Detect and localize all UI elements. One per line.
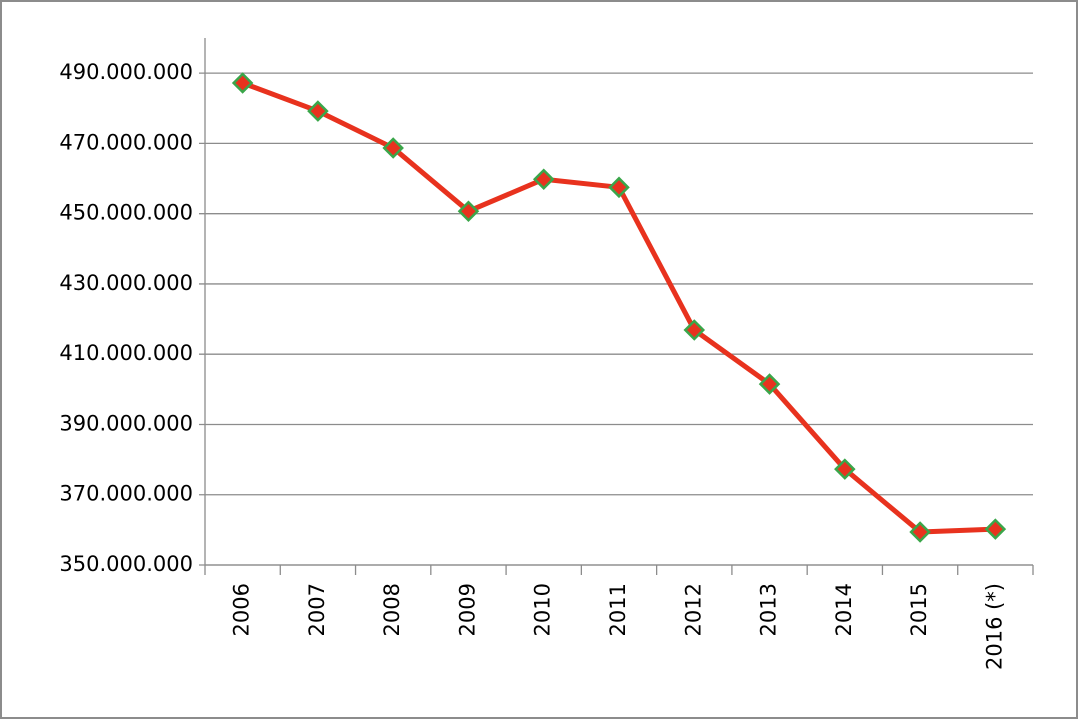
data-marker — [307, 100, 329, 122]
x-tick-label: 2007 — [305, 583, 329, 636]
y-tick-label: 350.000.000 — [59, 552, 193, 576]
x-tick-label: 2010 — [531, 583, 555, 636]
data-marker — [834, 458, 856, 480]
y-tick-label: 450.000.000 — [59, 201, 193, 225]
data-marker — [683, 319, 706, 341]
data-marker — [909, 521, 931, 543]
x-tick-label: 2006 — [230, 583, 254, 636]
y-tick-label: 410.000.000 — [59, 341, 193, 365]
x-tick-label: 2013 — [757, 583, 781, 636]
x-tick-label: 2016 (*) — [982, 583, 1006, 670]
y-tick-label: 490.000.000 — [59, 60, 193, 84]
x-tick-label: 2011 — [606, 583, 630, 636]
data-marker — [457, 200, 480, 222]
y-tick-label: 390.000.000 — [59, 411, 193, 435]
y-tick-label: 370.000.000 — [59, 482, 193, 506]
x-tick-label: 2012 — [681, 583, 705, 636]
data-marker — [231, 72, 254, 94]
data-marker — [532, 168, 555, 191]
x-tick-label: 2009 — [455, 583, 479, 636]
data-marker — [984, 518, 1007, 540]
data-marker — [758, 373, 781, 395]
data-marker — [382, 137, 404, 159]
x-tick-label: 2008 — [380, 583, 404, 636]
data-marker — [608, 176, 630, 199]
y-tick-label: 470.000.000 — [59, 130, 193, 154]
x-tick-label: 2015 — [907, 583, 931, 636]
x-tick-label: 2014 — [832, 583, 856, 636]
y-tick-label: 430.000.000 — [59, 271, 193, 295]
